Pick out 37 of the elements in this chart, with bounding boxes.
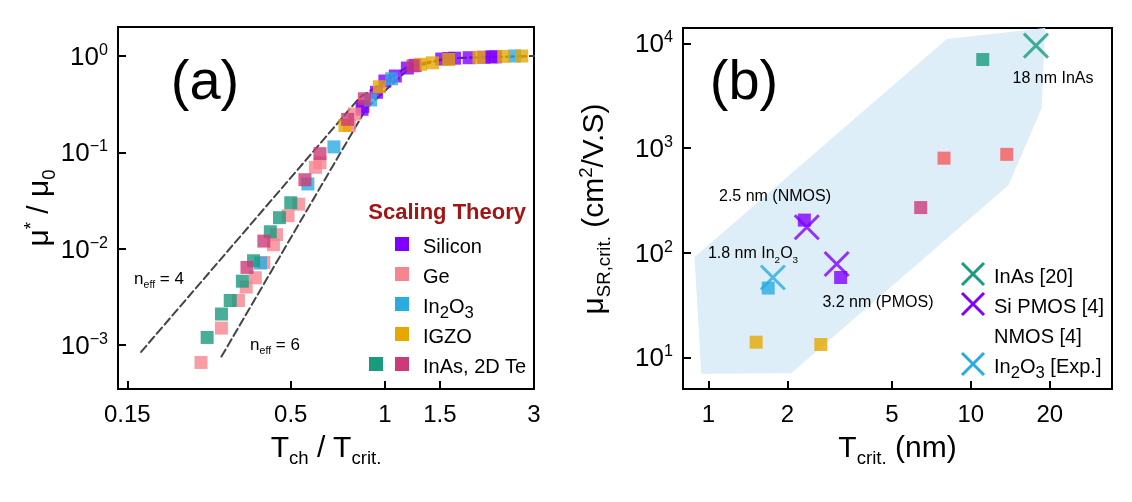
legend-label: IGZO [423, 324, 472, 349]
x-tick-label: 1 [378, 399, 392, 427]
legend-label: Si PMOS [4] NMOS [4] [994, 294, 1105, 349]
x-tick-label: 3 [527, 399, 541, 427]
y-tick-label: 10$^{−2}$ [60, 233, 108, 264]
x-tick-label: 0.15 [104, 399, 151, 427]
x-tick-label: 1.5 [423, 399, 457, 427]
x-tick-label: 1 [701, 399, 716, 427]
x-tick-label: 20 [1036, 399, 1064, 427]
legend-label: In$_{2}$O$_{3}$ [423, 295, 474, 322]
y-tick-label: 10$^{−3}$ [60, 329, 108, 361]
x-tick-label: 10 [957, 399, 985, 427]
annotation: 1.8 nm In$_{2}$O$_{3}$ [707, 244, 799, 266]
annotation: n$_{eff}$ = 4 [134, 268, 184, 291]
annotation: (a) [170, 48, 240, 112]
y-tick-label: 10$^{4}$ [635, 27, 673, 59]
x-tick-label: 0.5 [274, 399, 308, 427]
annotation: n$_{eff}$ = 6 [250, 334, 300, 357]
legend-label: InAs, 2D Te [423, 354, 527, 379]
x-tick-label: 2 [780, 399, 795, 427]
annotation: 3.2 nm (PMOS) [822, 293, 934, 311]
y-tick-label: 10$^{3}$ [635, 132, 673, 164]
annotation: 2.5 nm (NMOS) [718, 187, 832, 205]
legend-title: Scaling Theory [367, 199, 527, 225]
x-axis-title: T$_{crit.}$ (nm) [838, 429, 957, 469]
legend-label: Ge [423, 264, 450, 289]
x-tick-label: 5 [885, 399, 899, 427]
legend-label: InAs [20] [994, 264, 1073, 289]
annotation: (b) [709, 48, 779, 112]
legend-label: Silicon [423, 234, 482, 259]
x-axis-title: T$_{ch}$ / T$_{crit.}$ [270, 429, 382, 469]
annotation: 18 nm InAs [1012, 69, 1094, 87]
legend-label: In$_{2}$O$_{3}$ [Exp.] [994, 354, 1102, 384]
y-tick-label: 10$^{0}$ [70, 40, 108, 72]
y-tick-label: 10$^{1}$ [635, 341, 673, 373]
y-tick-label: 10$^{−1}$ [60, 136, 108, 168]
y-tick-label: 10$^{2}$ [635, 237, 673, 268]
